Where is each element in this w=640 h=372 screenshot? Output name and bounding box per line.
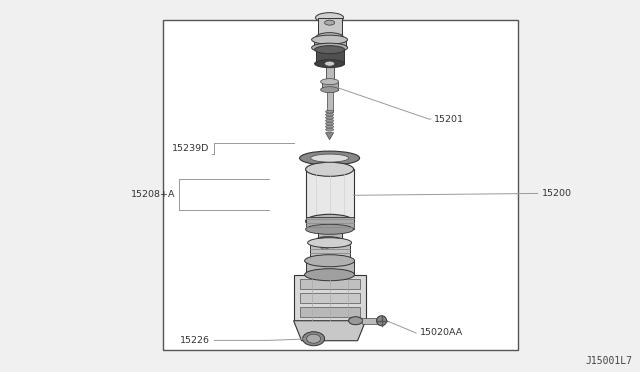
Bar xyxy=(310,243,349,261)
Ellipse shape xyxy=(315,46,344,54)
Bar xyxy=(316,49,344,64)
Bar xyxy=(306,217,354,229)
Ellipse shape xyxy=(305,269,355,281)
Bar xyxy=(362,318,381,324)
Ellipse shape xyxy=(307,334,321,343)
Ellipse shape xyxy=(316,237,344,247)
Bar xyxy=(300,307,360,317)
Ellipse shape xyxy=(316,33,344,43)
Text: 15201: 15201 xyxy=(434,115,464,124)
Ellipse shape xyxy=(306,224,354,234)
Bar xyxy=(294,275,365,321)
Text: 15200: 15200 xyxy=(541,189,572,198)
Text: 15208+A: 15208+A xyxy=(131,190,175,199)
Ellipse shape xyxy=(316,13,344,23)
Text: 15239D: 15239D xyxy=(172,144,209,153)
Ellipse shape xyxy=(324,61,335,66)
Ellipse shape xyxy=(326,128,333,131)
Bar xyxy=(306,169,354,221)
Bar xyxy=(314,40,346,48)
Ellipse shape xyxy=(326,113,333,116)
Ellipse shape xyxy=(349,317,363,325)
Polygon shape xyxy=(326,133,333,140)
Bar xyxy=(300,293,360,303)
Bar xyxy=(326,64,333,82)
Bar xyxy=(306,261,354,275)
Ellipse shape xyxy=(317,237,333,242)
Bar xyxy=(326,90,333,112)
Ellipse shape xyxy=(312,43,348,52)
Text: 15020AA: 15020AA xyxy=(420,328,463,337)
Ellipse shape xyxy=(326,119,333,122)
Ellipse shape xyxy=(310,154,349,162)
Ellipse shape xyxy=(303,332,324,346)
Bar xyxy=(322,82,338,90)
Text: 15226: 15226 xyxy=(180,336,211,345)
Bar xyxy=(300,279,360,289)
Bar xyxy=(317,228,342,242)
Ellipse shape xyxy=(306,162,354,176)
Ellipse shape xyxy=(300,151,360,165)
Polygon shape xyxy=(294,321,365,341)
Ellipse shape xyxy=(306,214,354,228)
Ellipse shape xyxy=(308,238,351,248)
Ellipse shape xyxy=(376,316,387,326)
Bar xyxy=(163,20,518,350)
Bar xyxy=(317,17,342,38)
Ellipse shape xyxy=(312,35,348,44)
Ellipse shape xyxy=(326,122,333,125)
Ellipse shape xyxy=(321,87,339,93)
Ellipse shape xyxy=(324,20,335,25)
Ellipse shape xyxy=(326,110,333,113)
Ellipse shape xyxy=(326,116,333,119)
Ellipse shape xyxy=(315,60,344,68)
Ellipse shape xyxy=(321,78,339,85)
Text: J15001L7: J15001L7 xyxy=(585,356,632,366)
Ellipse shape xyxy=(305,255,355,267)
Ellipse shape xyxy=(317,223,342,233)
Ellipse shape xyxy=(326,125,333,128)
Ellipse shape xyxy=(321,245,328,249)
